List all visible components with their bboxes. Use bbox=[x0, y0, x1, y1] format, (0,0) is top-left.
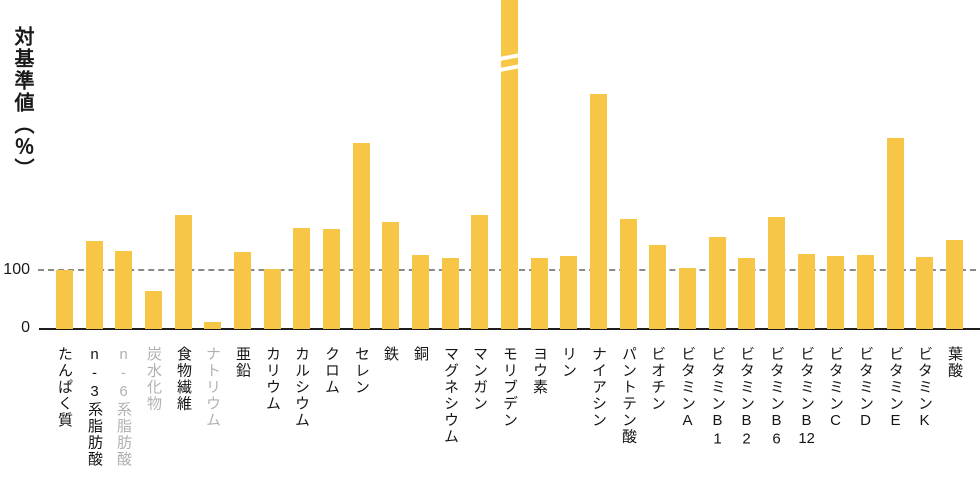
bar-食物繊維 bbox=[175, 215, 192, 329]
category-label-炭水化物: 炭水化物 bbox=[145, 346, 162, 412]
category-label-ビタミンC: ビタミンC bbox=[827, 346, 844, 431]
category-label-亜鉛: 亜鉛 bbox=[234, 346, 251, 379]
y-axis-title: 対基準値（％） bbox=[11, 26, 33, 180]
category-label-ビタミンB1: ビタミンB1 bbox=[709, 346, 726, 449]
category-label-n-3系脂肪酸: n-3系脂肪酸 bbox=[86, 346, 103, 468]
category-label-銅: 銅 bbox=[412, 346, 429, 363]
bar-ビタミンB1 bbox=[709, 237, 726, 329]
x-axis-line bbox=[39, 328, 980, 330]
bar-炭水化物 bbox=[145, 291, 162, 329]
category-label-たんぱく質: たんぱく質 bbox=[56, 346, 73, 429]
bar-ビタミンA bbox=[679, 268, 696, 329]
category-label-葉酸: 葉酸 bbox=[946, 346, 963, 379]
bar-カルシウム bbox=[293, 228, 310, 329]
category-label-ビタミンB6: ビタミンB6 bbox=[768, 346, 785, 449]
category-label-ビタミンE: ビタミンE bbox=[887, 346, 904, 431]
bar-亜鉛 bbox=[234, 252, 251, 329]
bar-鉄 bbox=[382, 222, 399, 329]
bar-ナイアシン bbox=[590, 94, 607, 329]
bar-銅 bbox=[412, 255, 429, 329]
category-label-マンガン: マンガン bbox=[471, 346, 488, 412]
bar-ビタミンD bbox=[857, 255, 874, 329]
category-label-ヨウ素: ヨウ素 bbox=[531, 346, 548, 396]
category-label-ビタミンB12: ビタミンB12 bbox=[798, 346, 815, 446]
bar-カリウム bbox=[264, 269, 281, 329]
bar-クロム bbox=[323, 229, 340, 329]
category-label-ビタミンD: ビタミンD bbox=[857, 346, 874, 431]
category-label-ビタミンB2: ビタミンB2 bbox=[738, 346, 755, 449]
bar-ビタミンB2 bbox=[738, 258, 755, 329]
category-label-ビタミンK: ビタミンK bbox=[916, 346, 933, 431]
bar-ビタミンC bbox=[827, 256, 844, 329]
category-label-ナイアシン: ナイアシン bbox=[590, 346, 607, 429]
bar-ビタミンE bbox=[887, 138, 904, 329]
bar-マンガン bbox=[471, 215, 488, 329]
category-label-クロム: クロム bbox=[323, 346, 340, 396]
bar-ビオチン bbox=[649, 245, 666, 329]
y-tick-100: 100 bbox=[3, 261, 30, 278]
bar-葉酸 bbox=[946, 240, 963, 329]
bar-たんぱく質 bbox=[56, 270, 73, 329]
category-label-パントテン酸: パントテン酸 bbox=[620, 346, 637, 445]
category-label-食物繊維: 食物繊維 bbox=[175, 346, 192, 412]
category-label-鉄: 鉄 bbox=[382, 346, 399, 363]
bar-ビタミンK bbox=[916, 257, 933, 329]
bar-ヨウ素 bbox=[531, 258, 548, 329]
category-label-ビオチン: ビオチン bbox=[649, 346, 666, 412]
bar-モリブデン bbox=[501, 0, 518, 329]
bar-ナトリウム bbox=[204, 322, 221, 329]
bar-ビタミンB12 bbox=[798, 254, 815, 329]
bar-セレン bbox=[353, 143, 370, 329]
category-label-セレン: セレン bbox=[353, 346, 370, 396]
category-label-マグネシウム: マグネシウム bbox=[442, 346, 459, 445]
bar-n-6系脂肪酸 bbox=[115, 251, 132, 329]
category-label-カルシウム: カルシウム bbox=[293, 346, 310, 429]
bar-n-3系脂肪酸 bbox=[86, 241, 103, 329]
category-label-カリウム: カリウム bbox=[264, 346, 281, 412]
category-label-リン: リン bbox=[560, 346, 577, 379]
bar-ビタミンB6 bbox=[768, 217, 785, 329]
y-tick-0: 0 bbox=[21, 319, 30, 336]
category-label-ナトリウム: ナトリウム bbox=[204, 346, 221, 429]
bar-マグネシウム bbox=[442, 258, 459, 329]
category-label-モリブデン: モリブデン bbox=[501, 346, 518, 429]
category-label-n-6系脂肪酸: n-6系脂肪酸 bbox=[115, 346, 132, 468]
bar-リン bbox=[560, 256, 577, 329]
bar-パントテン酸 bbox=[620, 219, 637, 329]
category-label-ビタミンA: ビタミンA bbox=[679, 346, 696, 431]
